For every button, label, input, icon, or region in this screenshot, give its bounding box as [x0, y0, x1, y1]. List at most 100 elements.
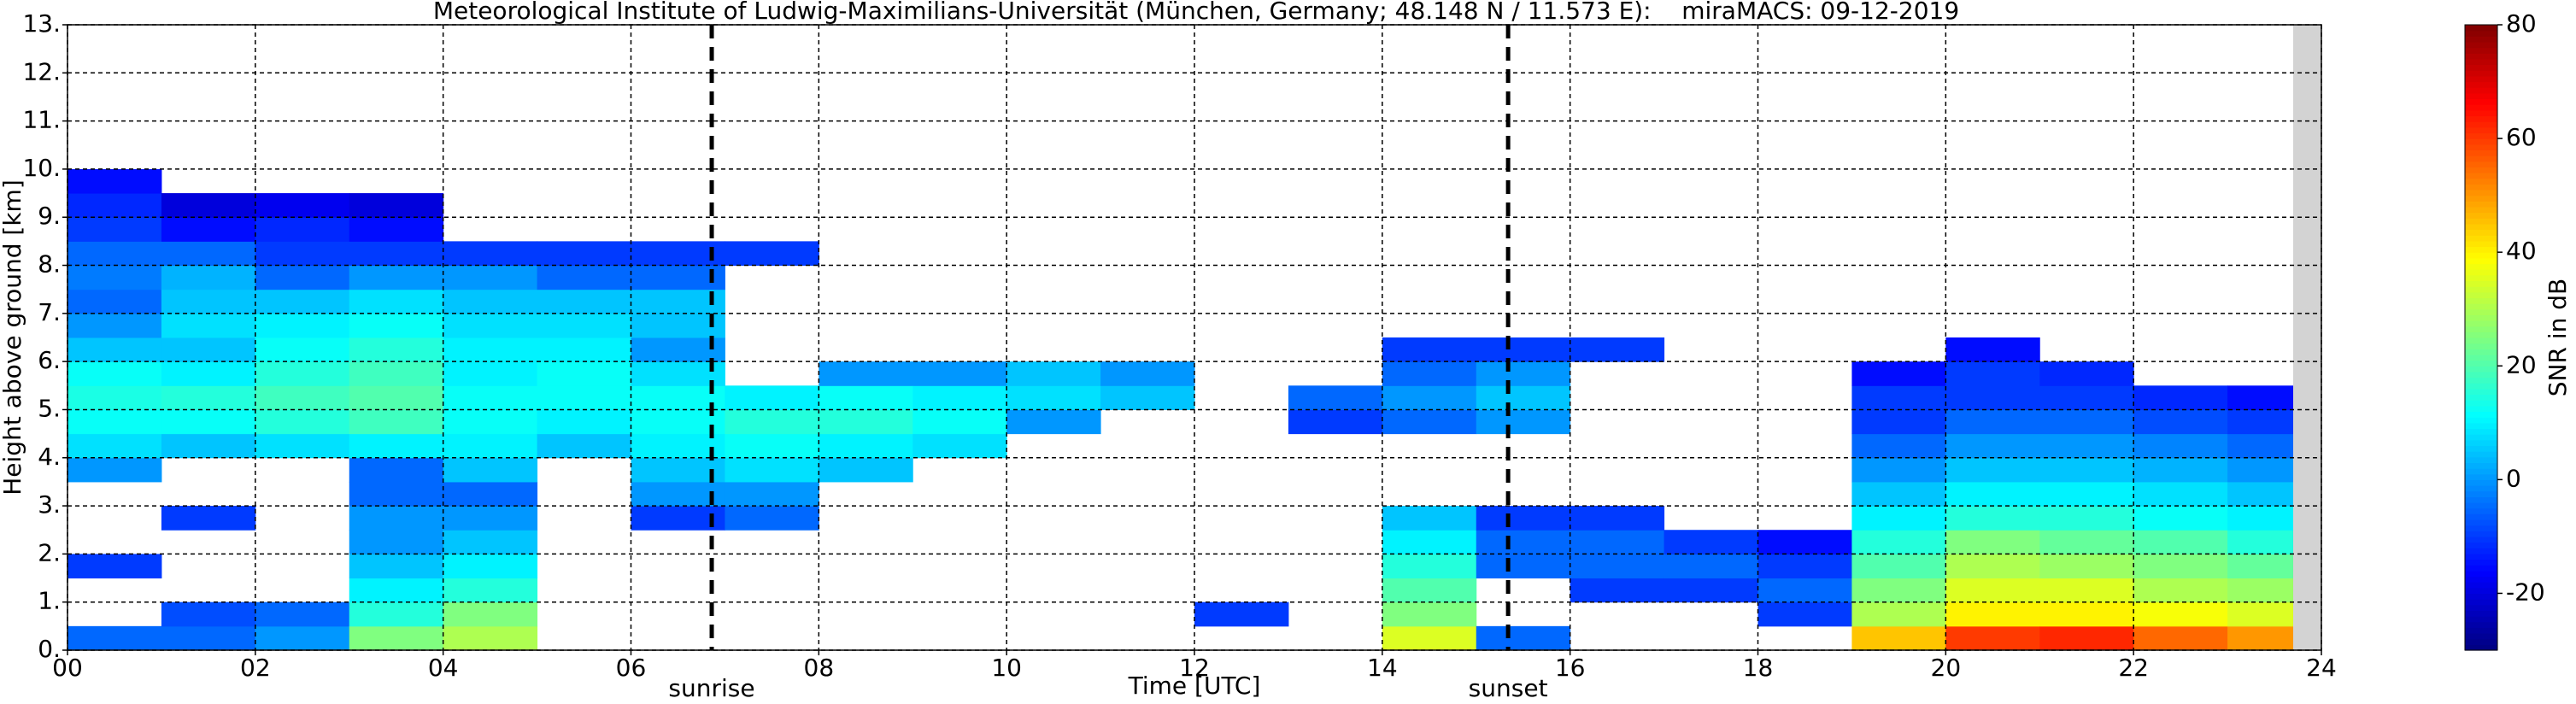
colorbar-segment [2465, 445, 2497, 452]
heatmap-cell [725, 506, 819, 531]
heatmap-cell [631, 385, 725, 410]
heatmap-cell [255, 265, 350, 290]
heatmap-cell [537, 409, 631, 435]
x-tick-label: 24 [2306, 654, 2337, 682]
colorbar-segment [2465, 548, 2497, 554]
colorbar-segment [2465, 434, 2497, 441]
colorbar-segment [2465, 354, 2497, 361]
no-data-region [2293, 25, 2321, 650]
colorbar-segment [2465, 417, 2497, 424]
colorbar-segment [2465, 246, 2497, 253]
colorbar-segment [2465, 337, 2497, 344]
heatmap-cell [2039, 433, 2134, 459]
heatmap-cell [1476, 506, 1571, 531]
colorbar-segment [2465, 173, 2497, 179]
heatmap-cell [255, 433, 350, 459]
colorbar-segment [2465, 553, 2497, 560]
heatmap-cell [725, 433, 819, 459]
colorbar-segment [2465, 462, 2497, 469]
heatmap-cell [67, 289, 162, 314]
x-tick-label: 14 [1367, 654, 1398, 682]
colorbar-segment [2465, 70, 2497, 77]
heatmap-cell [67, 193, 162, 218]
heatmap-cell [1945, 457, 2040, 483]
heatmap-cell [1476, 625, 1571, 651]
heatmap-cell [67, 313, 162, 338]
colorbar-tick-label: 0 [2506, 464, 2521, 492]
colorbar-segment [2465, 25, 2497, 32]
colorbar-segment [2465, 456, 2497, 463]
heatmap-cell [1664, 530, 1758, 554]
heatmap-cell [1476, 409, 1571, 435]
colorbar-segment [2465, 41, 2497, 49]
colorbar-segment [2465, 644, 2497, 651]
heatmap-cell [443, 241, 538, 267]
heatmap-cell [349, 625, 444, 651]
x-tick-label: 20 [1931, 654, 1962, 682]
colorbar-segment [2465, 627, 2497, 634]
heatmap-cell [912, 409, 1007, 435]
heatmap-cell [537, 289, 631, 314]
heatmap-cell [443, 289, 538, 314]
heatmap-cell [819, 409, 913, 435]
colorbar-segment [2465, 394, 2497, 401]
colorbar-segment [2465, 525, 2497, 531]
heatmap-cell [1664, 578, 1758, 603]
heatmap-cell [2133, 530, 2228, 554]
heatmap-cell [725, 481, 819, 507]
heatmap-cell [443, 457, 538, 483]
heatmap-cell [161, 289, 256, 314]
colorbar-segment [2465, 531, 2497, 537]
heatmap-cell [1945, 409, 2040, 435]
colorbar-segment [2465, 343, 2497, 349]
colorbar-segment [2465, 513, 2497, 520]
heatmap-cell [443, 601, 538, 627]
heatmap-cell [161, 601, 256, 627]
colorbar-segment [2465, 229, 2497, 236]
colorbar-segment [2465, 303, 2497, 310]
heatmap-cell [443, 361, 538, 386]
colorbar-segment [2465, 405, 2497, 413]
heatmap-cell [349, 337, 444, 362]
colorbar-segment [2465, 155, 2497, 162]
heatmap-cell [1006, 361, 1101, 386]
colorbar-segment [2465, 223, 2497, 231]
y-tick-label: 0. [38, 635, 61, 663]
heatmap-cell [1945, 337, 2040, 362]
heatmap-cell [1476, 554, 1571, 579]
colorbar-segment [2465, 269, 2497, 276]
heatmap-cell [1382, 554, 1477, 579]
x-axis-label: Time [UTC] [1128, 672, 1261, 700]
colorbar-segment [2465, 297, 2497, 304]
x-tick-label: 18 [1743, 654, 1774, 682]
colorbar-segment [2465, 536, 2497, 543]
heatmap-cell [349, 530, 444, 554]
colorbar-segment [2465, 570, 2497, 578]
heatmap-cell [1945, 481, 2040, 507]
colorbar-segment [2465, 604, 2497, 612]
heatmap-cell [2133, 409, 2228, 435]
heatmap-cell [443, 337, 538, 362]
heatmap-cell [443, 433, 538, 459]
heatmap-cell [1570, 578, 1665, 603]
colorbar-segment [2465, 633, 2497, 640]
heatmap-cell [537, 433, 631, 459]
colorbar-segment [2465, 195, 2497, 202]
heatmap-cell [1570, 337, 1665, 362]
colorbar-segment [2465, 507, 2497, 514]
heatmap-cell [912, 433, 1007, 459]
x-tick-label: 06 [616, 654, 647, 682]
heatmap-cell [2039, 578, 2134, 603]
heatmap-cell [725, 385, 819, 410]
heatmap-cell [537, 313, 631, 338]
heatmap-cell [631, 457, 725, 483]
heatmap-cell [443, 506, 538, 531]
colorbar-segment [2465, 291, 2497, 299]
colorbar-tick-label: 40 [2506, 237, 2537, 265]
heatmap-cell [67, 265, 162, 290]
colorbar-segment [2465, 400, 2497, 407]
colorbar-segment [2465, 490, 2497, 497]
heatmap-cell [2133, 481, 2228, 507]
heatmap-cell [443, 578, 538, 603]
